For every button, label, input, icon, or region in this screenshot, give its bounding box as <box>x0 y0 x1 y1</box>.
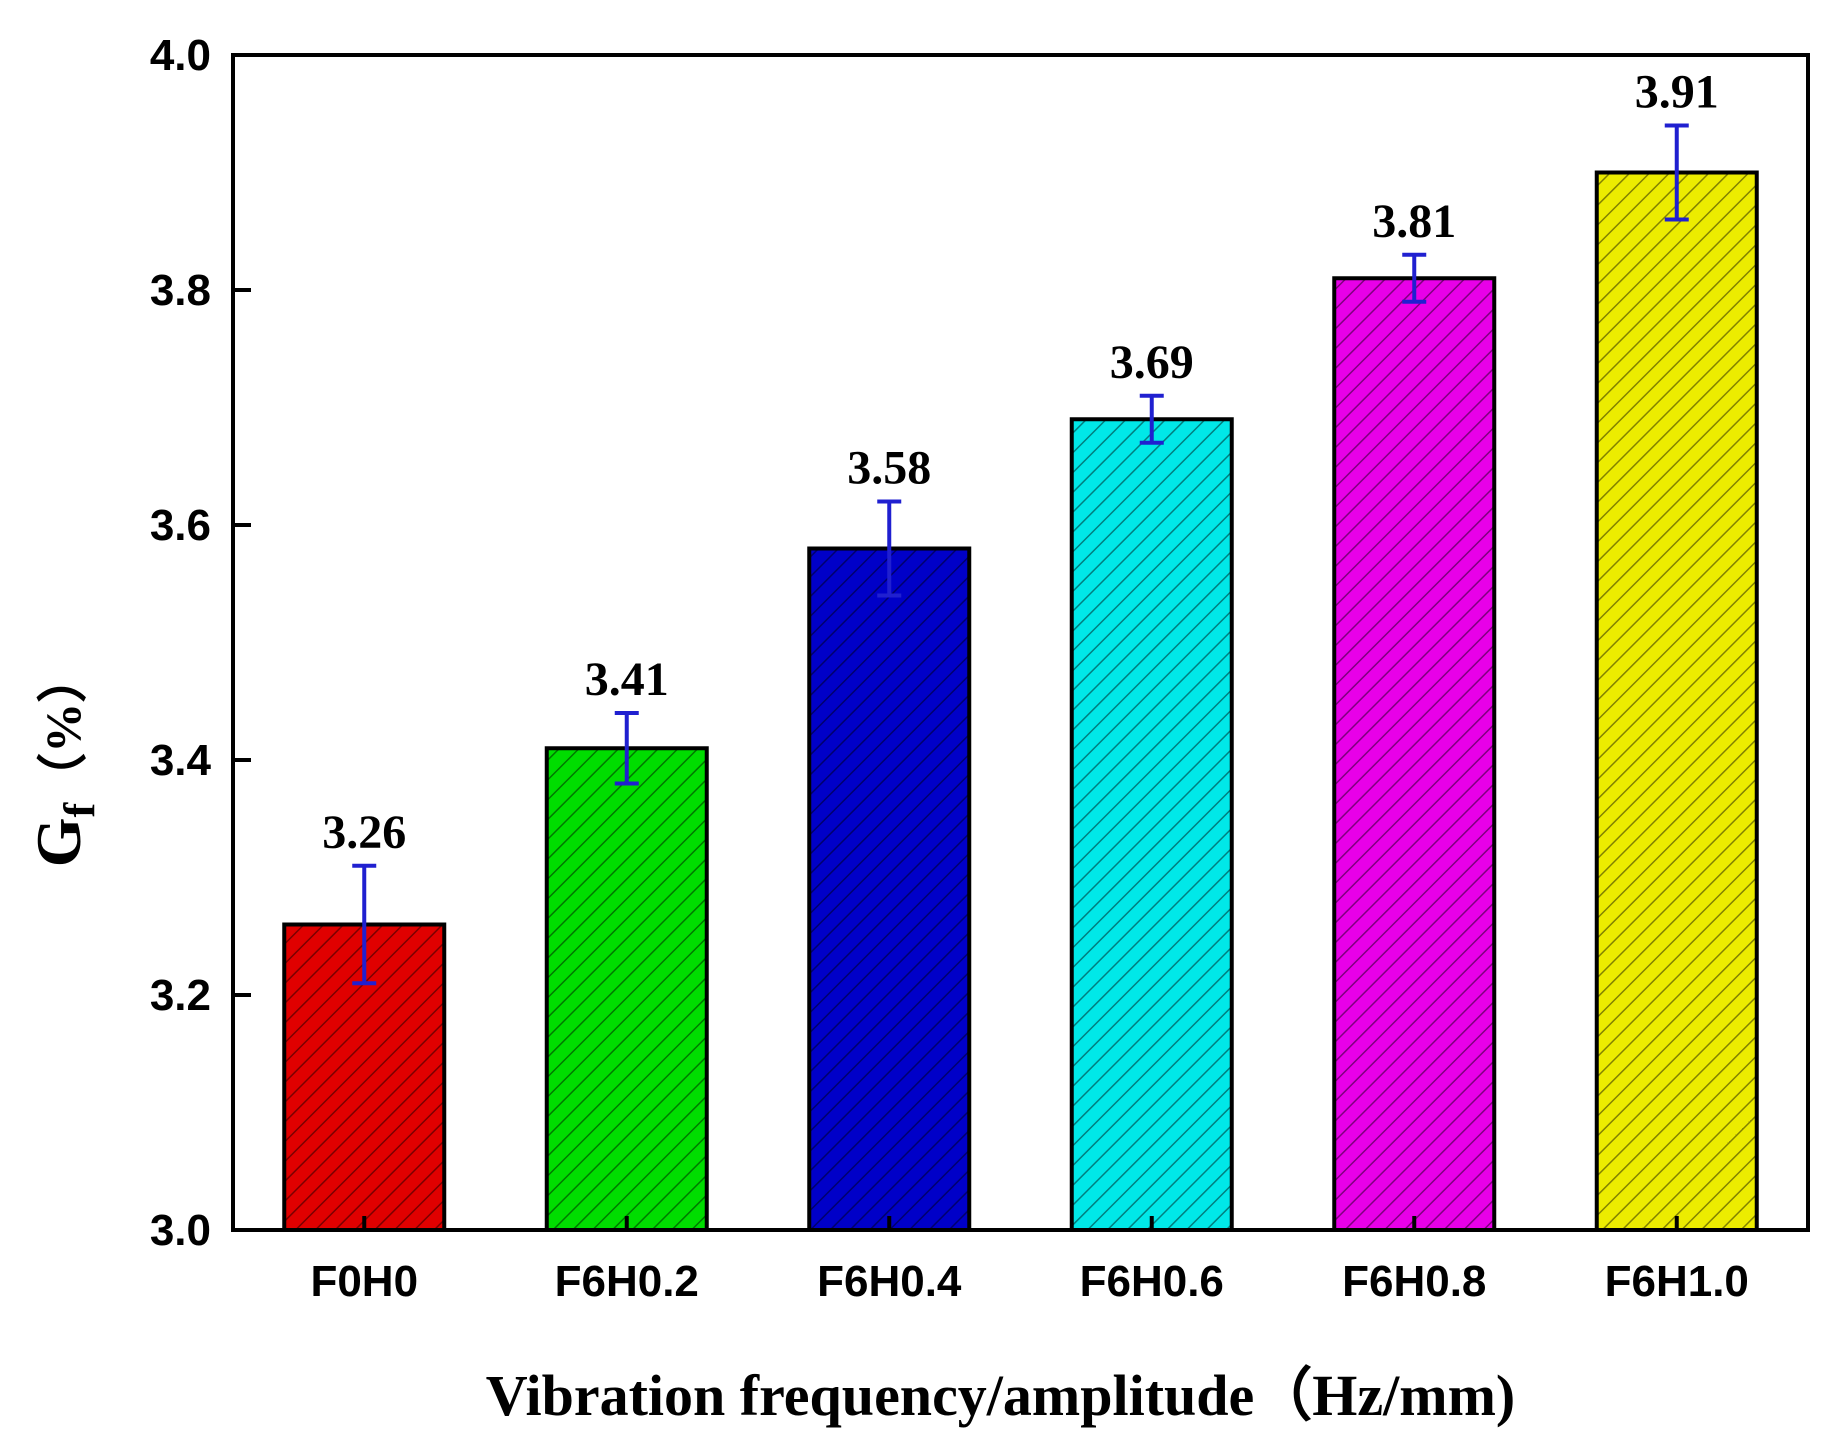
bar-f6h0-8 <box>1332 276 1497 1232</box>
error-bar <box>1402 252 1427 304</box>
error-bar <box>1139 393 1164 445</box>
plot-area-frame <box>231 53 1810 1232</box>
bar-f6h0-6 <box>1069 417 1234 1232</box>
error-bars <box>352 123 1689 986</box>
y-tick-label: 3.4 <box>150 736 212 785</box>
bar-value-label: 3.41 <box>585 653 669 706</box>
x-tick-label: F0H0 <box>310 1257 418 1306</box>
x-tick-label: F6H0.4 <box>817 1257 962 1306</box>
x-tick-label: F6H1.0 <box>1605 1257 1749 1306</box>
x-axis-title: Vibration frequency/amplitude（Hz/mm) <box>486 1363 1515 1428</box>
bar-value-labels: 3.26 3.41 3.58 3.69 3.81 3.91 <box>322 66 1719 859</box>
bar-f6h1-0 <box>1594 170 1759 1232</box>
error-bar <box>352 863 377 986</box>
y-tick-label: 3.0 <box>150 1206 211 1255</box>
bar-value-label: 3.26 <box>322 806 406 859</box>
bar-f6h0-2 <box>544 746 709 1232</box>
y-axis-ticks <box>233 53 251 1232</box>
svg-text:Gf（%）: Gf（%） <box>23 653 104 867</box>
bar-value-label: 3.58 <box>847 442 931 495</box>
y-axis-title-subscript: f <box>55 801 104 817</box>
x-tick-label: F6H0.2 <box>555 1257 699 1306</box>
bar-value-label: 3.81 <box>1372 195 1456 248</box>
y-tick-label: 3.2 <box>150 971 211 1020</box>
x-tick-label: F6H0.8 <box>1342 1257 1486 1306</box>
bar-value-label: 3.91 <box>1635 66 1719 119</box>
error-bar <box>877 499 902 598</box>
error-bar <box>614 711 639 786</box>
bars <box>282 170 1759 1232</box>
y-tick-label: 3.6 <box>150 501 211 550</box>
x-axis-tick-labels: F0H0 F6H0.2 F6H0.4 F6H0.6 F6H0.8 F6H1.0 <box>310 1257 1748 1306</box>
y-axis-title-unit: （%） <box>35 653 91 803</box>
y-axis-title: Gf（%） <box>23 653 104 867</box>
y-tick-label: 4.0 <box>150 31 211 80</box>
error-bar <box>1664 123 1689 222</box>
y-tick-label: 3.8 <box>150 266 211 315</box>
y-axis-tick-labels: 3.0 3.2 3.4 3.6 3.8 4.0 <box>150 31 212 1255</box>
y-axis-title-main: G <box>23 817 94 867</box>
bar-value-label: 3.69 <box>1110 336 1194 389</box>
bar-f6h0-4 <box>807 546 972 1232</box>
x-tick-label: F6H0.6 <box>1080 1257 1224 1306</box>
